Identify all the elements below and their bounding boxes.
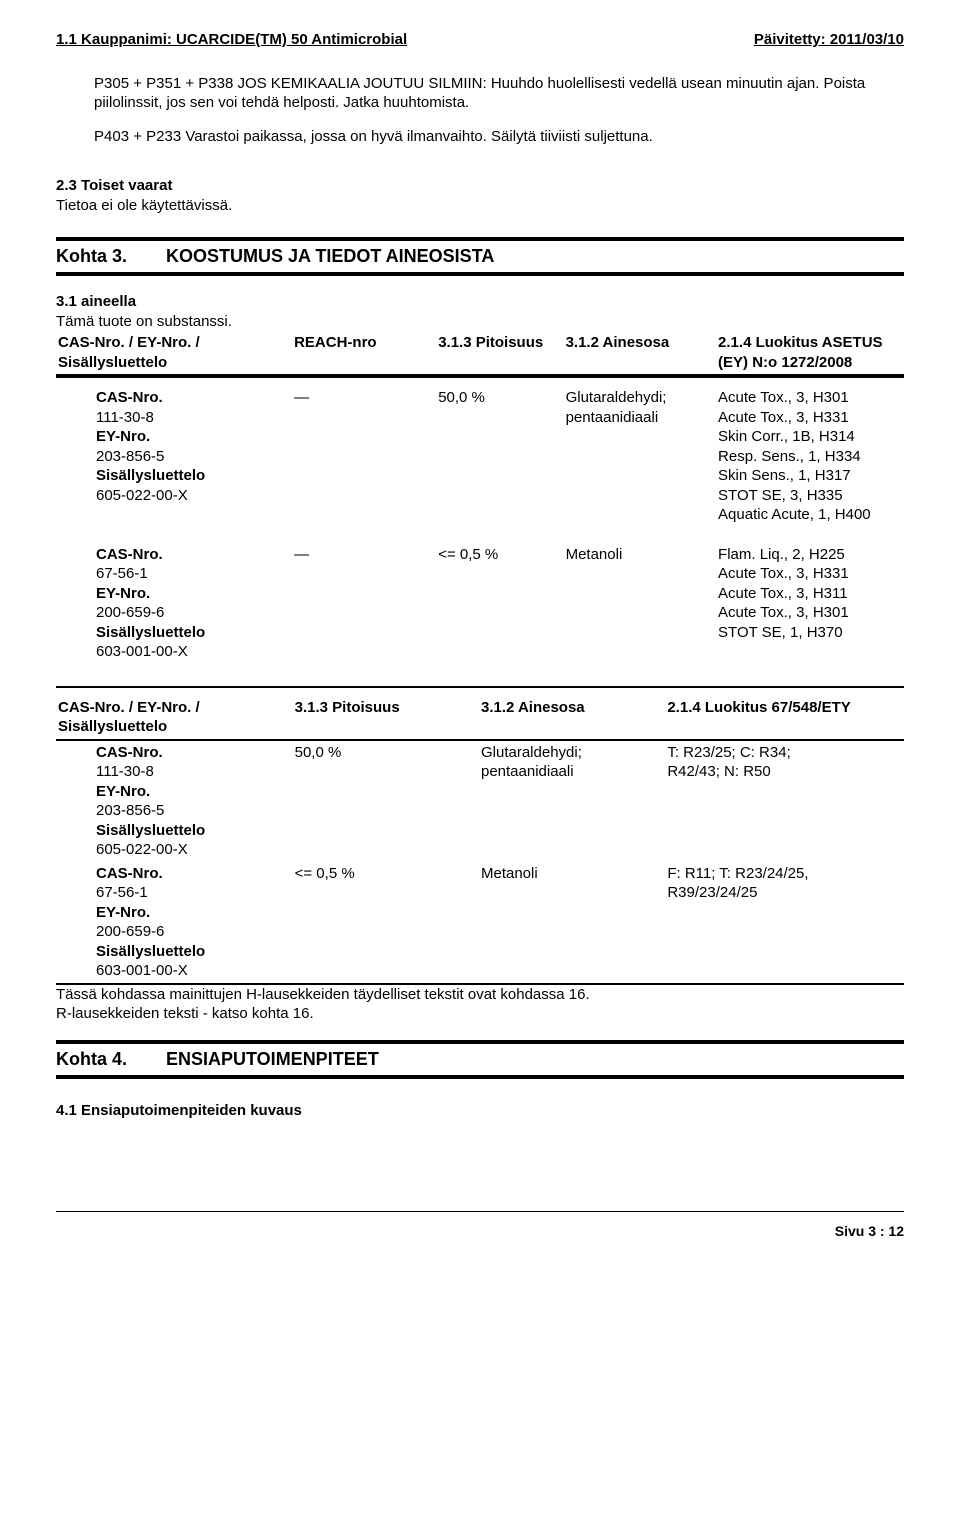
precaution-p403: P403 + P233 Varastoi paikassa, jossa on … — [56, 127, 904, 147]
t2-h3: 3.1.2 Ainesosa — [481, 698, 665, 737]
section-2-3-body: Tietoa ei ole käytettävissä. — [56, 196, 904, 216]
t1-h4: 3.1.2 Ainesosa — [566, 333, 716, 372]
section-4-title: Kohta 4. ENSIAPUTOIMENPITEET — [56, 1044, 904, 1075]
pitoisuus-value: 50,0 % — [295, 743, 479, 860]
cas-value: 111-30-8 — [96, 763, 154, 780]
sis-label: Sisällysluettelo — [96, 822, 205, 839]
pitoisuus-value: <= 0,5 % — [295, 864, 479, 981]
section-3-1-body: Tämä tuote on substanssi. — [56, 312, 904, 332]
t2-h1: CAS-Nro. / EY-Nro. / Sisällysluettelo — [58, 698, 293, 737]
luokitus-line: Skin Sens., 1, H317 — [718, 467, 851, 484]
section-3-title: Kohta 3. KOOSTUMUS JA TIEDOT AINEOSISTA — [56, 241, 904, 272]
luokitus-line: STOT SE, 3, H335 — [718, 487, 843, 504]
pitoisuus-value: <= 0,5 % — [438, 545, 563, 662]
sis-label: Sisällysluettelo — [96, 624, 205, 641]
luokitus-line: STOT SE, 1, H370 — [718, 624, 843, 641]
ainesosa-line: pentaanidiaali — [566, 409, 659, 426]
cas-label: CAS-Nro. — [96, 744, 163, 761]
h-note: Tässä kohdassa mainittujen H-lausekkeide… — [56, 985, 904, 1005]
ainesosa-line: pentaanidiaali — [481, 763, 574, 780]
ey-label: EY-Nro. — [96, 428, 150, 445]
cas-label: CAS-Nro. — [96, 546, 163, 563]
cas-value: 67-56-1 — [96, 884, 148, 901]
luokitus-line: Acute Tox., 3, H301 — [718, 604, 849, 621]
luokitus-line: Acute Tox., 3, H301 — [718, 389, 849, 406]
sis-label: Sisällysluettelo — [96, 467, 205, 484]
t1-h2: REACH-nro — [294, 333, 436, 372]
ey-label: EY-Nro. — [96, 783, 150, 800]
cas-value: 111-30-8 — [96, 409, 154, 426]
t1-row-1: CAS-Nro. 111-30-8 EY-Nro. 203-856-5 Sisä… — [56, 386, 904, 527]
page-footer: Sivu 3 : 12 — [56, 1222, 904, 1240]
luokitus-line: Aquatic Acute, 1, H400 — [718, 506, 871, 523]
luokitus-line: Resp. Sens., 1, H334 — [718, 448, 861, 465]
r-note: R-lausekkeiden teksti - katso kohta 16. — [56, 1004, 904, 1024]
ainesosa-value: Metanoli — [566, 545, 716, 662]
luokitus-line: Skin Corr., 1B, H314 — [718, 428, 855, 445]
sis-value: 603-001-00-X — [96, 643, 188, 660]
luokitus-line: Acute Tox., 3, H311 — [718, 585, 848, 602]
page-header: 1.1 Kauppanimi: UCARCIDE(TM) 50 Antimicr… — [56, 30, 904, 50]
cas-label: CAS-Nro. — [96, 389, 163, 406]
cas-label: CAS-Nro. — [96, 865, 163, 882]
reach-value: — — [294, 545, 436, 662]
sis-value: 605-022-00-X — [96, 841, 188, 858]
luokitus-line: Flam. Liq., 2, H225 — [718, 546, 845, 563]
ainesosa-line: Glutaraldehydi; — [481, 744, 582, 761]
sis-label: Sisällysluettelo — [96, 943, 205, 960]
section-2-3-title: 2.3 Toiset vaarat — [56, 176, 904, 196]
t2-h4: 2.1.4 Luokitus 67/548/ETY — [667, 698, 902, 737]
sis-value: 605-022-00-X — [96, 487, 188, 504]
section-4-1-title: 4.1 Ensiaputoimenpiteiden kuvaus — [56, 1101, 904, 1121]
ainesosa-line: Glutaraldehydi; — [566, 389, 667, 406]
cas-value: 67-56-1 — [96, 565, 148, 582]
luokitus-line: Acute Tox., 3, H331 — [718, 409, 849, 426]
section-3-text: KOOSTUMUS JA TIEDOT AINEOSISTA — [166, 245, 494, 268]
pitoisuus-value: 50,0 % — [438, 388, 563, 525]
ey-label: EY-Nro. — [96, 585, 150, 602]
ey-value: 200-659-6 — [96, 923, 164, 940]
t2-h2: 3.1.3 Pitoisuus — [295, 698, 479, 737]
t2-row-1: CAS-Nro. 111-30-8 EY-Nro. 203-856-5 Sisä… — [56, 741, 904, 862]
page-number: Sivu 3 : 12 — [835, 1223, 904, 1239]
section-3-num: Kohta 3. — [56, 245, 136, 268]
ey-value: 200-659-6 — [96, 604, 164, 621]
luokitus-line: R42/43; N: R50 — [667, 763, 770, 780]
ainesosa-value: Metanoli — [481, 864, 665, 981]
sis-value: 603-001-00-X — [96, 962, 188, 979]
t2-row-2: CAS-Nro. 67-56-1 EY-Nro. 200-659-6 Sisäl… — [56, 862, 904, 983]
reach-value: — — [294, 388, 436, 525]
section-3-1-title: 3.1 aineella — [56, 292, 904, 312]
header-left: 1.1 Kauppanimi: UCARCIDE(TM) 50 Antimicr… — [56, 30, 407, 50]
luokitus-line: T: R23/25; C: R34; — [667, 744, 790, 761]
precaution-p305: P305 + P351 + P338 JOS KEMIKAALIA JOUTUU… — [56, 74, 904, 113]
ey-label: EY-Nro. — [96, 904, 150, 921]
ey-value: 203-856-5 — [96, 448, 164, 465]
header-right: Päivitetty: 2011/03/10 — [754, 30, 904, 50]
t1-h1: CAS-Nro. / EY-Nro. / Sisällysluettelo — [58, 333, 292, 372]
luokitus-line: R39/23/24/25 — [667, 884, 757, 901]
section-4-text: ENSIAPUTOIMENPITEET — [166, 1048, 379, 1071]
luokitus-line: F: R11; T: R23/24/25, — [667, 865, 808, 882]
t1-h3: 3.1.3 Pitoisuus — [438, 333, 563, 372]
composition-table-2: CAS-Nro. / EY-Nro. / Sisällysluettelo 3.… — [56, 696, 904, 739]
footer-rule — [56, 1211, 904, 1212]
t1-row-2: CAS-Nro. 67-56-1 EY-Nro. 200-659-6 Sisäl… — [56, 543, 904, 664]
section-4-num: Kohta 4. — [56, 1048, 136, 1071]
composition-table-1: CAS-Nro. / EY-Nro. / Sisällysluettelo RE… — [56, 331, 904, 374]
t1-h5: 2.1.4 Luokitus ASETUS (EY) N:o 1272/2008 — [718, 333, 902, 372]
luokitus-line: Acute Tox., 3, H331 — [718, 565, 849, 582]
ey-value: 203-856-5 — [96, 802, 164, 819]
